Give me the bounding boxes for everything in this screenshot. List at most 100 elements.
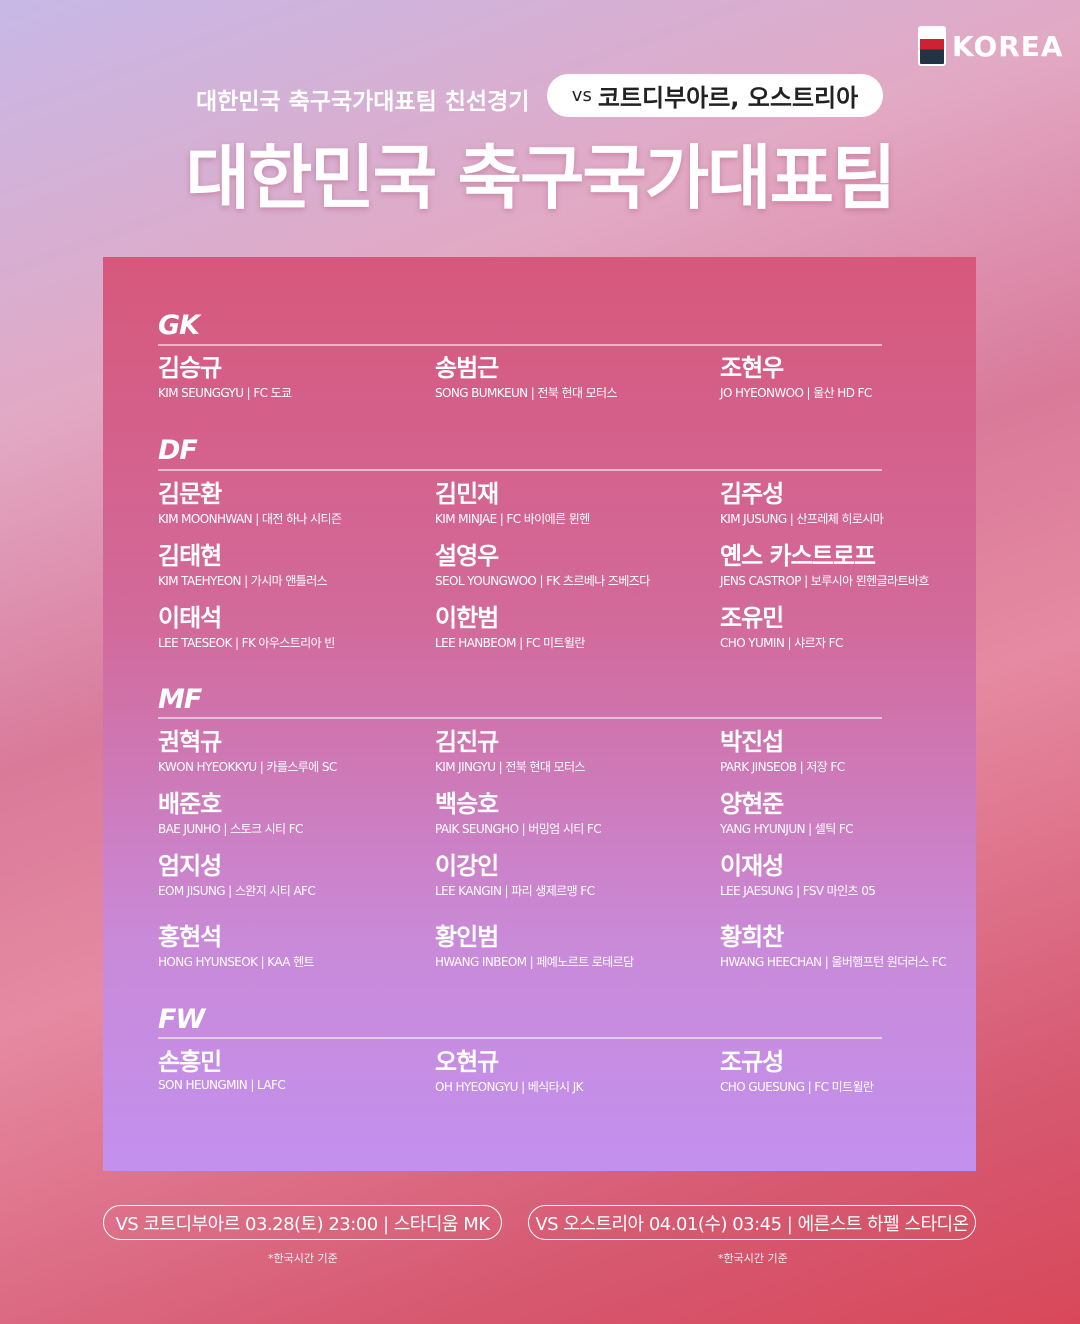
player-name: 김주성 xyxy=(720,480,784,508)
player-name: 이재성 xyxy=(720,852,784,880)
player-club: LEE HANBEOM | FC 미트윌란 xyxy=(435,636,585,650)
player-name: 이강인 xyxy=(435,852,499,880)
opponents: 코트디부아르, 오스트리아 xyxy=(597,84,859,112)
section-divider xyxy=(158,717,882,719)
player-name: 엄지성 xyxy=(158,852,222,880)
player-name: 조유민 xyxy=(720,604,784,632)
logo-text: KOREA xyxy=(952,29,1064,63)
player-entry: 김진규 KIM JINGYU | 전북 현대 모터스 xyxy=(435,728,585,775)
player-name: 백승호 xyxy=(435,790,499,818)
player-entry: 양현준 YANG HYUNJUN | 셀틱 FC xyxy=(720,790,854,837)
player-club: KIM MINJAE | FC 바이에른 뮌헨 xyxy=(435,512,590,526)
player-entry: 이태석 LEE TAESEOK | FK 아우스트리아 빈 xyxy=(158,604,335,651)
player-name: 오현규 xyxy=(435,1048,499,1076)
page-title: 대한민국 축구국가대표팀 xyxy=(185,137,897,219)
player-name: 박진섭 xyxy=(720,728,784,756)
player-entry: 김태현 KIM TAEHYEON | 가시마 앤틀러스 xyxy=(158,542,328,589)
player-club: LEE TAESEOK | FK 아우스트리아 빈 xyxy=(158,636,335,650)
player-name: 손흥민 xyxy=(158,1048,222,1076)
player-club: YANG HYUNJUN | 셀틱 FC xyxy=(720,822,854,836)
player-name: 이한범 xyxy=(435,604,499,632)
player-name: 조현우 xyxy=(720,354,784,382)
player-entry: 배준호 BAE JUNHO | 스토크 시티 FC xyxy=(158,790,303,837)
position-heading: MF xyxy=(158,684,202,715)
player-club: JO HYEONWOO | 울산 HD FC xyxy=(720,386,872,400)
player-club: HONG HYUNSEOK | KAA 헨트 xyxy=(158,955,315,969)
section-divider xyxy=(158,1037,882,1039)
squad-card: GK 김승규 KIM SEUNGGYU | FC 도쿄 송범근 SONG BUMKEUN… xyxy=(103,257,976,1171)
player-entry: 김주성 KIM JUSUNG | 산프레체 히로시마 xyxy=(720,480,884,527)
player-club: HWANG INBEOM | 페예노르트 로테르담 xyxy=(435,955,634,969)
player-club: SONG BUMKEUN | 전북 현대 모터스 xyxy=(435,386,618,400)
player-club: EOM JISUNG | 스완지 시티 AFC xyxy=(158,884,316,898)
player-entry: 조유민 CHO YUMIN | 샤르자 FC xyxy=(720,604,843,651)
player-name: 홍현석 xyxy=(158,923,222,951)
player-entry: 송범근 SONG BUMKEUN | 전북 현대 모터스 xyxy=(435,354,618,401)
section-divider xyxy=(158,469,882,471)
vs-label: vs xyxy=(571,85,592,106)
player-name: 이태석 xyxy=(158,604,222,632)
player-club: JENS CASTROP | 보루시아 묀헨글라트바흐 xyxy=(720,574,929,588)
player-name: 송범근 xyxy=(435,354,499,382)
player-club: KIM JUSUNG | 산프레체 히로시마 xyxy=(720,512,884,526)
player-entry: 손흥민 SON HEUNGMIN | LAFC xyxy=(158,1048,286,1092)
player-name: 배준호 xyxy=(158,790,222,818)
match-info-2: VS 오스트리아 04.01(수) 03:45 | 에른스트 하펠 스타디온 xyxy=(528,1205,976,1240)
player-entry: 박진섭 PARK JINSEOB | 저장 FC xyxy=(720,728,845,775)
player-entry: 조규성 CHO GUESUNG | FC 미트윌란 xyxy=(720,1048,874,1095)
player-entry: 홍현석 HONG HYUNSEOK | KAA 헨트 xyxy=(158,923,315,970)
player-name: 김민재 xyxy=(435,480,499,508)
timezone-note-1: *한국시간 기준 xyxy=(268,1252,338,1265)
player-name: 권혁규 xyxy=(158,728,222,756)
player-club: BAE JUNHO | 스토크 시티 FC xyxy=(158,822,303,836)
player-entry: 이한범 LEE HANBEOM | FC 미트윌란 xyxy=(435,604,585,651)
player-name: 김진규 xyxy=(435,728,499,756)
player-club: OH HYEONGYU | 베식타시 JK xyxy=(435,1080,584,1094)
player-entry: 오현규 OH HYEONGYU | 베식타시 JK xyxy=(435,1048,584,1095)
player-club: CHO YUMIN | 샤르자 FC xyxy=(720,636,843,650)
player-club: PARK JINSEOB | 저장 FC xyxy=(720,760,845,774)
player-name: 옌스 카스트로프 xyxy=(720,542,876,570)
player-club: KIM MOONHWAN | 대전 하나 시티즌 xyxy=(158,512,342,526)
player-club: KIM TAEHYEON | 가시마 앤틀러스 xyxy=(158,574,328,588)
position-heading: GK xyxy=(158,310,200,341)
match-info-1: VS 코트디부아르 03.28(토) 23:00 | 스타디움 MK xyxy=(103,1205,502,1240)
player-name: 설영우 xyxy=(435,542,499,570)
player-entry: 이강인 LEE KANGIN | 파리 생제르맹 FC xyxy=(435,852,595,899)
player-entry: 설영우 SEOL YOUNGWOO | FK 츠르베나 즈베즈다 xyxy=(435,542,650,589)
player-club: KIM JINGYU | 전북 현대 모터스 xyxy=(435,760,585,774)
opponents-pill: vs 코트디부아르, 오스트리아 xyxy=(547,74,883,117)
player-name: 양현준 xyxy=(720,790,784,818)
section-divider xyxy=(158,344,882,346)
player-entry: 엄지성 EOM JISUNG | 스완지 시티 AFC xyxy=(158,852,316,899)
player-club: KWON HYEOKKYU | 카를스루에 SC xyxy=(158,760,337,774)
player-entry: 김승규 KIM SEUNGGYU | FC 도쿄 xyxy=(158,354,292,401)
position-heading: DF xyxy=(158,435,198,466)
player-entry: 옌스 카스트로프 JENS CASTROP | 보루시아 묀헨글라트바흐 xyxy=(720,542,929,589)
player-entry: 이재성 LEE JAESUNG | FSV 마인츠 05 xyxy=(720,852,876,899)
player-name: 황인범 xyxy=(435,923,499,951)
player-entry: 백승호 PAIK SEUNGHO | 버밍엄 시티 FC xyxy=(435,790,602,837)
player-club: LEE KANGIN | 파리 생제르맹 FC xyxy=(435,884,595,898)
kfa-emblem-icon xyxy=(918,26,946,66)
player-club: CHO GUESUNG | FC 미트윌란 xyxy=(720,1080,874,1094)
player-name: 조규성 xyxy=(720,1048,784,1076)
player-club: KIM SEUNGGYU | FC 도쿄 xyxy=(158,386,292,400)
player-name: 황희찬 xyxy=(720,923,784,951)
player-entry: 황인범 HWANG INBEOM | 페예노르트 로테르담 xyxy=(435,923,634,970)
player-entry: 권혁규 KWON HYEOKKYU | 카를스루에 SC xyxy=(158,728,337,775)
korea-logo: KOREA xyxy=(918,26,1064,66)
timezone-note-2: *한국시간 기준 xyxy=(718,1252,788,1265)
player-club: LEE JAESUNG | FSV 마인츠 05 xyxy=(720,884,876,898)
subtitle: 대한민국 축구국가대표팀 친선경기 xyxy=(196,89,530,115)
player-name: 김문환 xyxy=(158,480,222,508)
player-name: 김승규 xyxy=(158,354,222,382)
player-club: HWANG HEECHAN | 울버햄프턴 원더러스 FC xyxy=(720,955,946,969)
player-entry: 김민재 KIM MINJAE | FC 바이에른 뮌헨 xyxy=(435,480,590,527)
player-entry: 김문환 KIM MOONHWAN | 대전 하나 시티즌 xyxy=(158,480,342,527)
position-heading: FW xyxy=(158,1004,205,1035)
player-club: SEOL YOUNGWOO | FK 츠르베나 즈베즈다 xyxy=(435,574,650,588)
player-entry: 조현우 JO HYEONWOO | 울산 HD FC xyxy=(720,354,872,401)
player-club: SON HEUNGMIN | LAFC xyxy=(158,1078,286,1092)
player-club: PAIK SEUNGHO | 버밍엄 시티 FC xyxy=(435,822,602,836)
